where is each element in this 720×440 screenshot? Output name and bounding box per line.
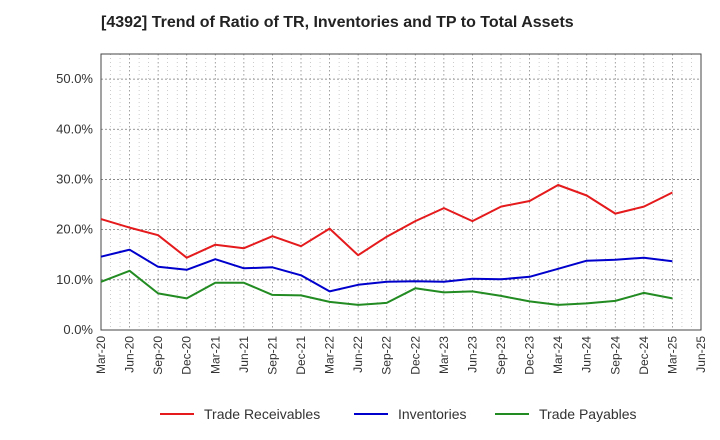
x-tick-label: Dec-23 bbox=[523, 336, 537, 375]
x-tick-label: Mar-23 bbox=[437, 336, 451, 374]
legend: Trade Receivables Inventories Trade Payabl… bbox=[160, 406, 637, 422]
x-tick-label: Mar-22 bbox=[323, 336, 337, 374]
x-tick-label: Jun-20 bbox=[123, 336, 137, 373]
axes bbox=[100, 53, 702, 331]
x-tick-label: Jun-21 bbox=[237, 336, 251, 373]
x-tick-label: Jun-23 bbox=[465, 336, 479, 373]
x-tick-label: Dec-24 bbox=[637, 336, 651, 375]
series-lines bbox=[100, 184, 673, 306]
x-tick-label: Dec-21 bbox=[294, 336, 308, 375]
x-tick-label: Mar-24 bbox=[551, 336, 565, 374]
x-tick-label: Mar-25 bbox=[665, 336, 679, 374]
x-tick-label: Jun-22 bbox=[351, 336, 365, 373]
y-tick-label: 30.0% bbox=[56, 171, 93, 186]
legend-label: Trade Payables bbox=[539, 406, 637, 422]
x-tick-label: Dec-20 bbox=[180, 336, 194, 375]
x-tick-label: Jun-24 bbox=[580, 336, 594, 373]
y-tick-label: 40.0% bbox=[56, 121, 93, 136]
x-tick-label: Sep-21 bbox=[265, 336, 279, 375]
x-tick-label: Sep-23 bbox=[494, 336, 508, 375]
y-tick-label: 20.0% bbox=[56, 222, 93, 237]
x-tick-label: Sep-20 bbox=[151, 336, 165, 375]
x-tick-labels: Mar-20 Jun-20 Sep-20 Dec-20 Mar-21 Jun-21 Sep-… bbox=[94, 336, 708, 375]
series-line-inventories bbox=[100, 248, 673, 293]
x-tick-label: Sep-22 bbox=[380, 336, 394, 375]
x-tick-label: Dec-22 bbox=[408, 336, 422, 375]
x-tick-label: Mar-21 bbox=[208, 336, 222, 374]
x-tick-label: Sep-24 bbox=[608, 336, 622, 375]
y-tick-labels: 0.0% 10.0% 20.0% 30.0% 40.0% 50.0% bbox=[56, 71, 93, 337]
legend-label: Inventories bbox=[398, 406, 466, 422]
series-line-trade-payables bbox=[100, 269, 673, 306]
y-tick-label: 0.0% bbox=[63, 322, 93, 337]
plot-frame bbox=[100, 53, 702, 331]
x-tick-label: Mar-20 bbox=[94, 336, 108, 374]
grid bbox=[100, 54, 702, 330]
legend-label: Trade Receivables bbox=[204, 406, 320, 422]
y-tick-label: 10.0% bbox=[56, 272, 93, 287]
y-tick-label: 50.0% bbox=[56, 71, 93, 86]
chart-title: [4392] Trend of Ratio of TR, Inventories… bbox=[101, 14, 574, 31]
x-tick-label: Jun-25 bbox=[694, 336, 708, 373]
series-line-trade-receivables bbox=[100, 184, 673, 259]
